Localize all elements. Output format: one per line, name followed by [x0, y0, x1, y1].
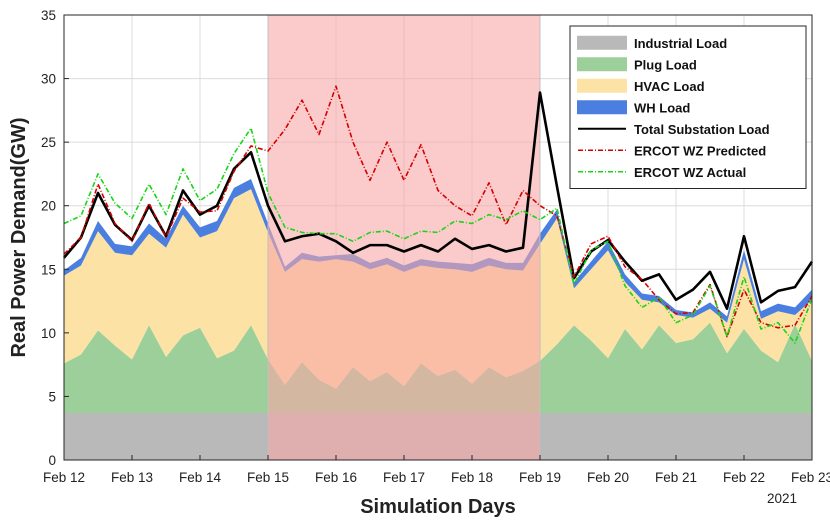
y-tick-label-25: 25 [41, 135, 56, 150]
x-tick-label-feb-21: Feb 21 [655, 470, 697, 485]
legend-label-ercot-wz-predicted: ERCOT WZ Predicted [634, 143, 766, 158]
legend-label-wh-load: WH Load [634, 100, 690, 115]
area-plug-load [64, 322, 812, 413]
x-tick-label-feb-14: Feb 14 [179, 470, 222, 485]
y-tick-label-20: 20 [41, 199, 56, 214]
line-ercot-wz-actual [63, 127, 813, 344]
plot-frame [63, 14, 813, 461]
y-tick-label-15: 15 [41, 262, 56, 277]
legend-label-industrial-load: Industrial Load [634, 36, 727, 51]
year-label: 2021 [767, 491, 797, 506]
y-tick-label-35: 35 [41, 8, 56, 23]
x-tick-label-feb-18: Feb 18 [451, 470, 493, 485]
y-tick-label-30: 30 [41, 72, 56, 87]
x-tick-label-feb-16: Feb 16 [315, 470, 357, 485]
line-ercot-wz-predicted [63, 85, 813, 338]
legend-swatch-wh-load [577, 100, 627, 115]
y-tick-label-5: 5 [48, 389, 56, 404]
x-tick-label-feb-20: Feb 20 [587, 470, 629, 485]
y-tick-label-10: 10 [41, 326, 56, 341]
line-total-substation-load [63, 91, 814, 311]
x-tick-label-feb-13: Feb 13 [111, 470, 153, 485]
axis-ticks: 0 5 10 15 20 25 30 35 Feb 12 Feb 13 Feb 14 Feb 15 Fe… [41, 8, 830, 485]
x-tick-label-feb-12: Feb 12 [43, 470, 85, 485]
highlight-span-layer [267, 14, 541, 461]
x-axis-title: Simulation Days [360, 496, 516, 518]
x-tick-label-feb-15: Feb 15 [247, 470, 289, 485]
x-tick-label-feb-19: Feb 19 [519, 470, 561, 485]
highlight-span [267, 14, 541, 461]
legend-swatch-plug-load [577, 57, 627, 72]
y-tick-label-0: 0 [48, 453, 56, 468]
legend-swatch-hvac-load [577, 78, 627, 93]
legend: Industrial Load Plug Load HVAC Load WH Load… [569, 25, 807, 189]
x-tick-label-feb-22: Feb 22 [723, 470, 765, 485]
legend-label-ercot-wz-actual: ERCOT WZ Actual [634, 165, 746, 180]
y-axis-title: Real Power Demand(GW) [8, 117, 30, 357]
legend-swatch-industrial-load [577, 35, 627, 50]
legend-label-hvac-load: HVAC Load [634, 79, 705, 94]
series-lines [63, 85, 814, 344]
legend-label-total-substation-load: Total Substation Load [634, 122, 770, 137]
x-tick-label-feb-17: Feb 17 [383, 470, 425, 485]
legend-label-plug-load: Plug Load [634, 57, 697, 72]
x-tick-label-feb-23: Feb 23 [791, 470, 830, 485]
